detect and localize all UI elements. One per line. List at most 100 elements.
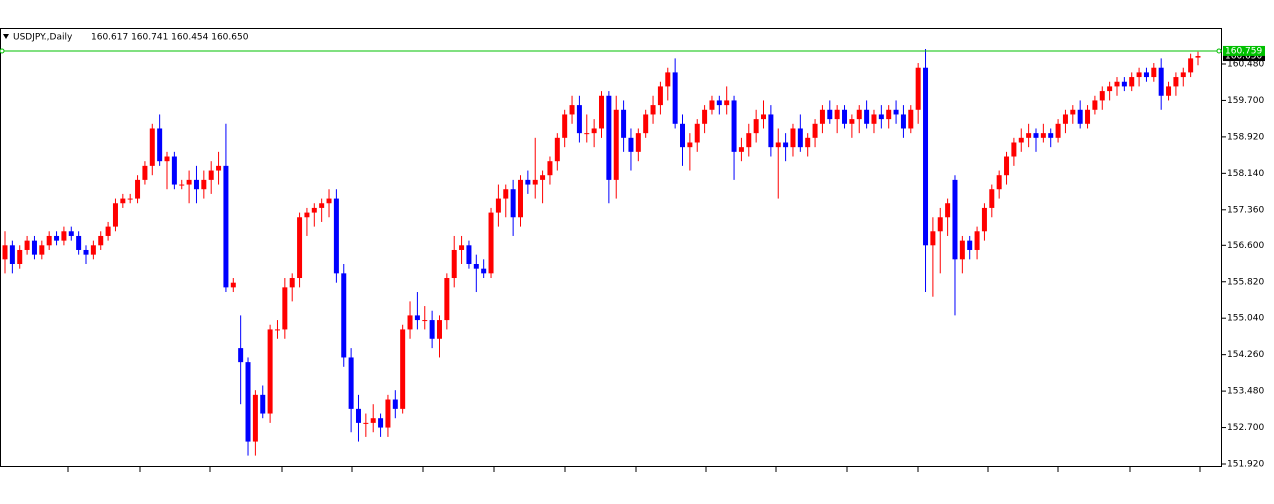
candle-body [923,67,929,246]
candle-body [915,67,921,110]
candle-body [805,137,811,148]
candle-body [245,362,251,442]
candle-body [112,203,118,227]
candle-body [657,86,663,106]
candle-body [282,287,288,330]
candle-body [981,207,987,232]
candle-body [1048,133,1054,138]
candle-body [319,203,325,208]
candle-body [878,114,884,120]
candle-body [68,231,74,236]
candle-body [900,114,906,129]
candle-body [17,249,23,264]
y-tick-label: 151.920 [1227,460,1264,470]
candle-body [1114,81,1120,87]
price-label-box [1223,45,1265,56]
candle-body [989,189,995,208]
candle-body [797,128,803,148]
candle-body [429,320,435,339]
candle-body [1070,109,1076,115]
candle-body [746,133,752,148]
candle-body [591,128,597,134]
candle-body [488,212,494,274]
candle-body [834,109,840,120]
candle-body [76,235,82,250]
candle-body [650,105,656,115]
y-tick-label: 159.700 [1227,96,1264,106]
candle-body [687,142,693,148]
candle-body [1026,133,1032,138]
candle-body [599,95,604,129]
candle-body [709,100,715,110]
candle-body [135,179,141,199]
candle-body [886,109,892,120]
y-tick-label: 158.140 [1227,169,1264,179]
y-tick-label: 152.700 [1227,423,1264,433]
candle-body [731,100,737,152]
x-axis [67,467,1201,472]
candle-body [790,128,796,148]
candle-body [466,245,472,264]
candle-body [554,137,560,162]
candle-body [510,189,516,218]
candle-body [812,123,818,138]
candle-body [952,179,958,260]
price-label: 160.759 [1225,46,1262,56]
candle-body [341,273,347,358]
candle-body [540,175,546,180]
candle-body [959,240,965,260]
candle-body [761,114,767,120]
candle-body [54,235,60,241]
y-tick-label: 155.040 [1227,314,1264,324]
candle-body [643,114,649,134]
candle-body [503,189,509,199]
candle-body [436,320,442,339]
symbol: USDJPY.,Daily [13,33,73,43]
candle-body [422,320,428,322]
y-tick-label: 160.480 [1227,59,1264,69]
candle-body [908,109,914,129]
candle-body [481,268,487,274]
candle-body [753,119,759,134]
candle-body [1011,142,1017,157]
candle-body [628,137,634,152]
price-label: 160.650 [1225,52,1262,62]
candle-body [2,245,8,260]
candle-body [363,422,369,424]
candle-body [31,240,37,255]
candle-body [216,165,222,171]
candle-body [46,235,52,246]
candle-body [149,128,155,166]
candle-body [297,217,303,279]
candle-body [171,156,177,185]
candle-body [414,315,420,321]
candle-body [495,198,501,213]
candle-body [547,161,553,176]
candle-body [1151,67,1157,78]
candle-body [120,198,126,204]
candle-body [842,109,848,124]
candle-body [856,109,862,120]
candle-body [459,245,465,250]
price-label-box [1223,51,1265,62]
candle-body [333,198,339,274]
candle-body [105,226,111,236]
candle-body [61,231,67,241]
candle-body [1062,114,1068,124]
candle-body [355,408,361,423]
candle-body [694,123,700,143]
candle-body [532,179,538,185]
candle-body [1107,86,1113,92]
candle-body [1040,133,1046,138]
y-tick-label: 156.600 [1227,241,1264,251]
candle-body [967,240,973,250]
candle-body [1195,56,1201,58]
candle-body [267,329,273,414]
header-arrow[interactable] [3,34,9,39]
candle-body [517,179,523,218]
candle-body [819,109,825,124]
candle-body [893,109,899,115]
candle-body [525,179,531,185]
